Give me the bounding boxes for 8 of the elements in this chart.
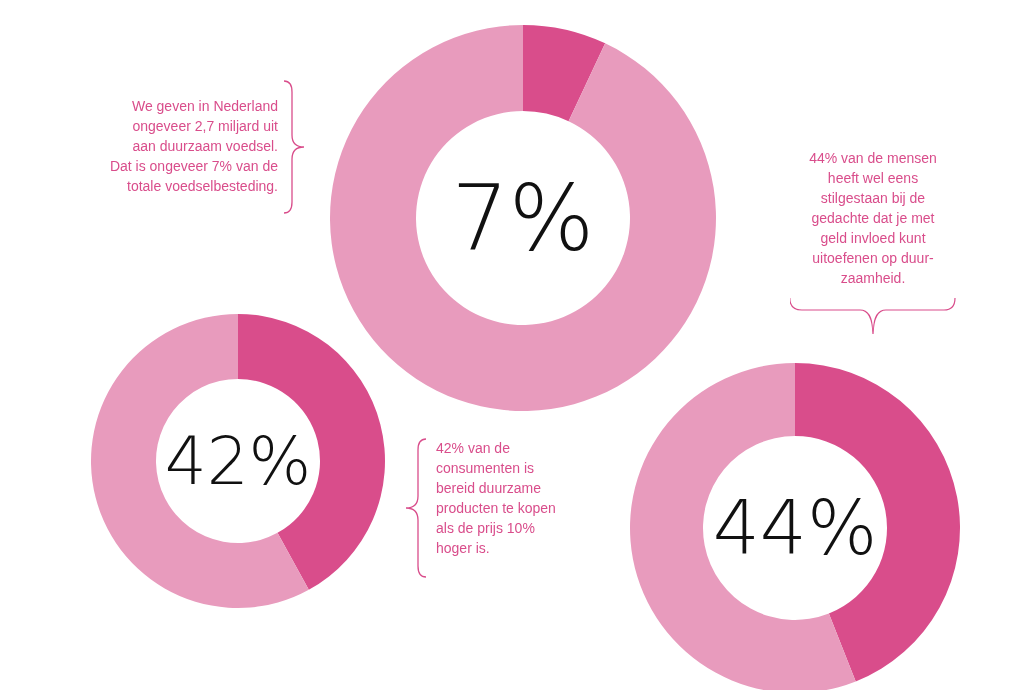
- text: 7%: [328, 23, 718, 413]
- text: We geven in Nederland ongeveer 2,7 miljard uit aan duurzaam voedsel. Dat is ongeveer 7% van de totale voedselbesteding.: [108, 97, 278, 196]
- text: 44%: [711, 484, 879, 573]
- text: 44% van de mensen heeft wel eens stilgestaan bij de gedachte dat je met geld invloed kunt uitoefenen op duur- zaamheid.: [808, 149, 938, 288]
- donut-slice: [91, 314, 309, 608]
- text: 42%: [163, 421, 313, 502]
- text: 42% van de consumenten is bereid duurzame producten te kopen als de prijs 10% hoger is.: [436, 439, 557, 558]
- donut-slice: [523, 25, 606, 122]
